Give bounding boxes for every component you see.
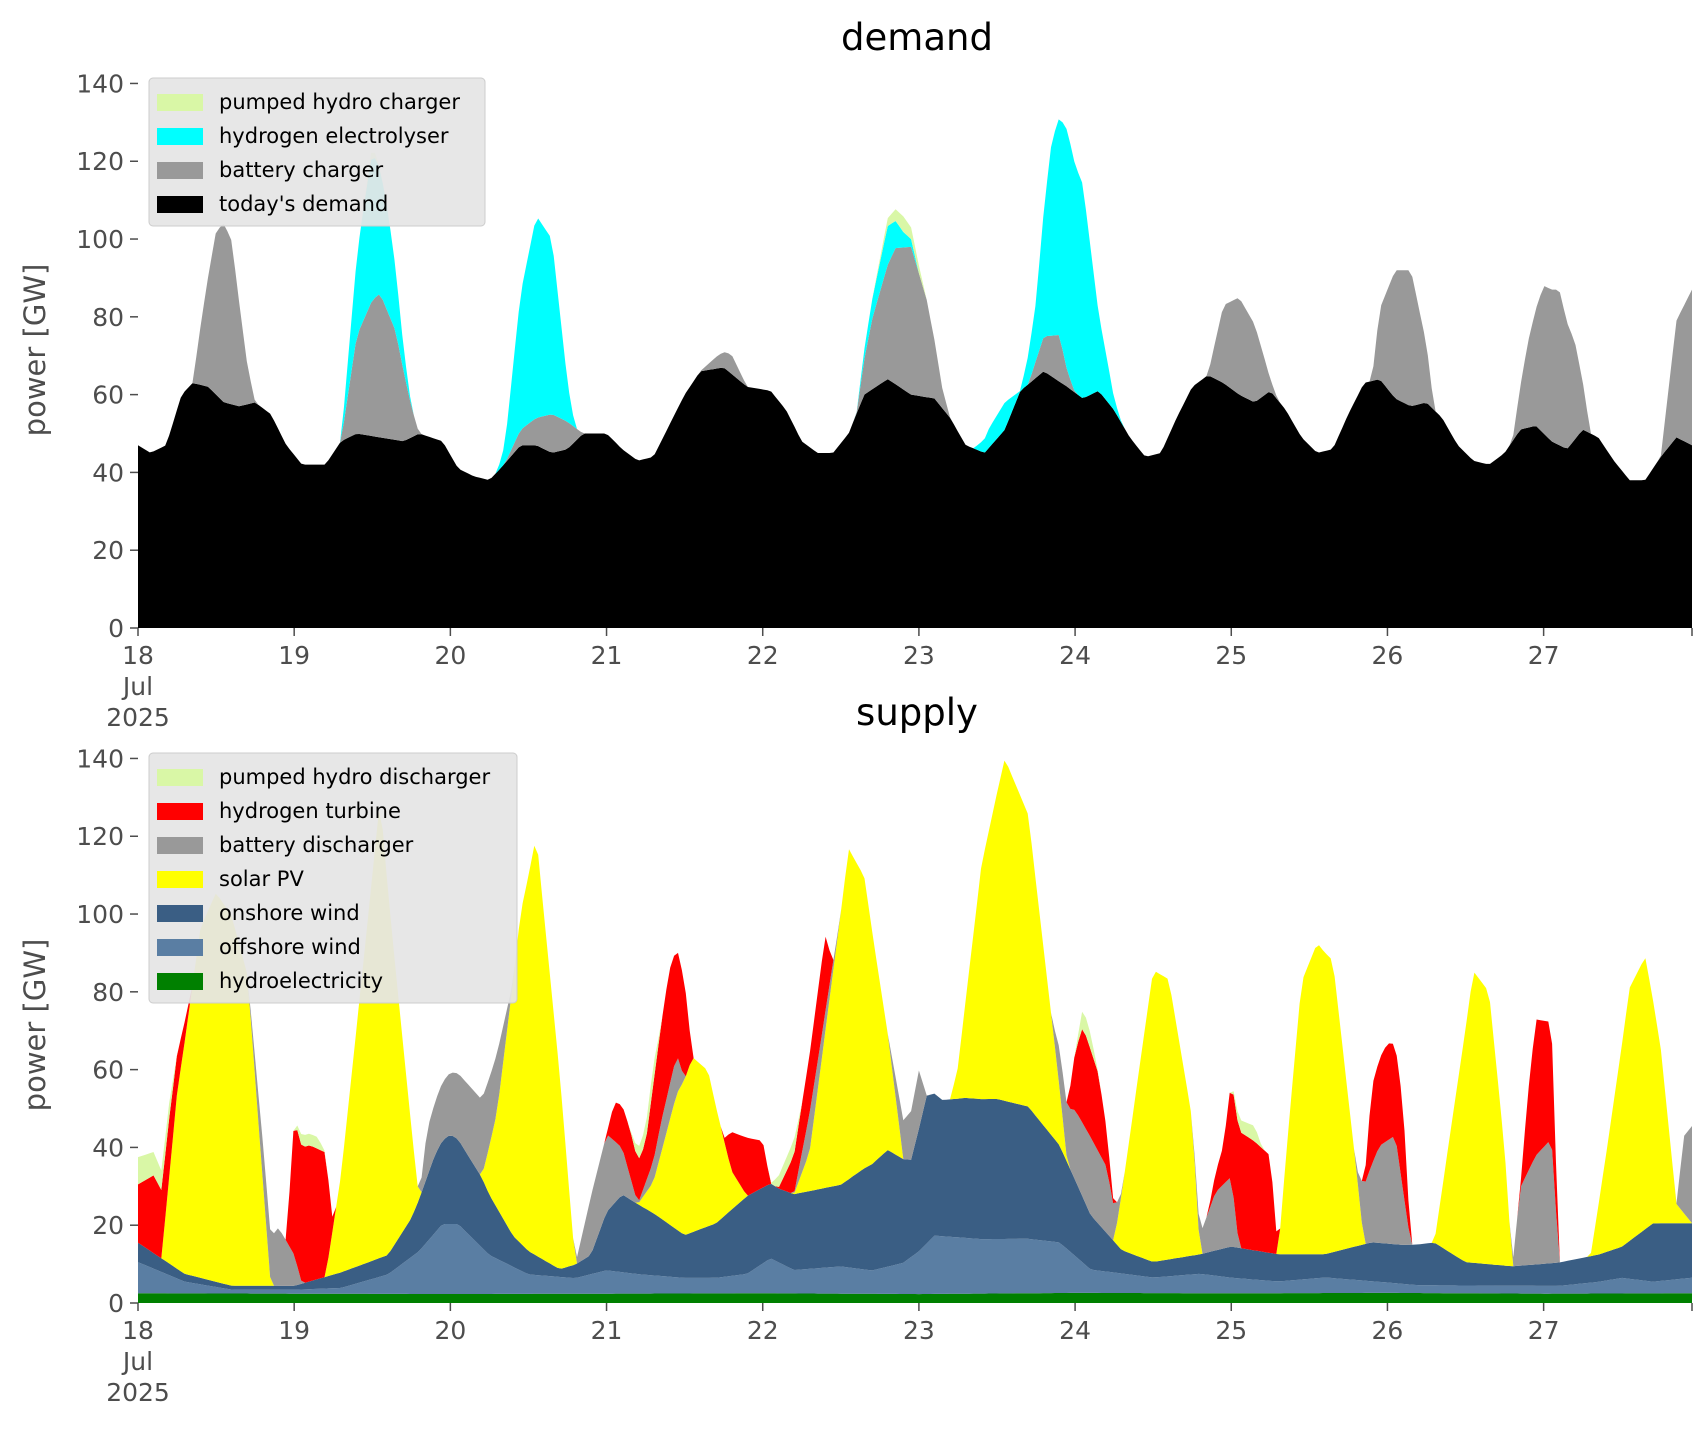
supply-y-tick-label: 20 <box>92 1211 124 1240</box>
supply-x-tick-label: 20 <box>434 1316 466 1345</box>
supply-y-axis-label: power [GW] <box>18 939 52 1112</box>
supply-areas <box>138 760 1692 1303</box>
demand-x-tick-label: 26 <box>1372 641 1404 670</box>
demand-legend-label: pumped hydro charger <box>219 90 460 114</box>
demand-x-tick-label: 25 <box>1215 641 1247 670</box>
supply-legend-label: hydrogen turbine <box>219 799 401 823</box>
supply-area-offshore-wind <box>138 1224 1692 1295</box>
supply-x-tick-label: 27 <box>1528 1316 1560 1345</box>
supply-legend-label: offshore wind <box>219 935 361 959</box>
supply-y-tick-label: 40 <box>92 1133 124 1162</box>
supply-area-onshore-wind <box>138 1093 1692 1290</box>
demand-area-hydrogen-electrolyser <box>138 119 1692 481</box>
demand-area-battery-charger <box>138 223 1692 481</box>
supply-legend-label: solar PV <box>219 867 304 891</box>
demand-legend-swatch <box>157 162 203 179</box>
demand-y-axis-label: power [GW] <box>18 264 52 437</box>
demand-legend-swatch <box>157 128 203 145</box>
supply-x-tick-label: 25 <box>1215 1316 1247 1345</box>
demand-y-tick-label: 40 <box>92 458 124 487</box>
demand-area-today-s-demand <box>138 367 1692 628</box>
demand-legend-swatch <box>157 196 203 213</box>
supply-legend-swatch <box>157 769 203 786</box>
demand-y-tick-label: 140 <box>76 69 124 98</box>
supply-x-tick-label: 26 <box>1372 1316 1404 1345</box>
demand-x-tick-label: 27 <box>1528 641 1560 670</box>
supply-y-tick-label: 60 <box>92 1056 124 1085</box>
supply-legend-swatch <box>157 973 203 990</box>
demand-y-tick-label: 80 <box>92 303 124 332</box>
demand-title: demand <box>841 16 993 59</box>
supply-legend-label: onshore wind <box>219 901 360 925</box>
supply-area-hydrogen-turbine <box>138 760 1692 1283</box>
supply-legend-swatch <box>157 837 203 854</box>
supply-y-tick-label: 100 <box>76 900 124 929</box>
supply-x-tick-label: 23 <box>903 1316 935 1345</box>
supply-x-tick-sublabel: Jul <box>121 1347 153 1376</box>
supply-x-tick-label: 18 <box>122 1316 154 1345</box>
demand-legend-label: today's demand <box>219 192 388 216</box>
supply-y-tick-label: 140 <box>76 744 124 773</box>
demand-x-tick-sublabel: Jul <box>121 672 153 701</box>
supply-area-battery-discharger <box>138 760 1692 1286</box>
demand-y-tick-label: 0 <box>108 614 124 643</box>
supply-x-tick-sublabel: 2025 <box>106 1378 170 1407</box>
demand-x-tick-label: 20 <box>434 641 466 670</box>
supply-title: supply <box>856 691 978 734</box>
supply-legend-swatch <box>157 871 203 888</box>
demand-x-tick-label: 18 <box>122 641 154 670</box>
demand-y-axis: 0 20 40 60 80 100 120 140 <box>76 69 138 643</box>
supply-y-tick-label: 120 <box>76 822 124 851</box>
supply-legend-swatch <box>157 905 203 922</box>
demand-y-tick-label: 60 <box>92 381 124 410</box>
supply-area-hydroelectricity <box>138 1292 1692 1303</box>
supply-x-tick-label: 22 <box>747 1316 779 1345</box>
supply-legend-swatch <box>157 939 203 956</box>
supply-x-tick-label: 24 <box>1059 1316 1091 1345</box>
demand-y-tick-label: 20 <box>92 536 124 565</box>
demand-x-tick-label: 22 <box>747 641 779 670</box>
supply-x-tick-label: 21 <box>591 1316 623 1345</box>
demand-legend-label: hydrogen electrolyser <box>219 124 449 148</box>
demand-x-tick-label: 19 <box>278 641 310 670</box>
demand-x-tick-label: 21 <box>591 641 623 670</box>
demand-areas <box>138 119 1692 628</box>
supply-legend-box <box>148 752 518 1004</box>
supply-legend-label: pumped hydro discharger <box>219 765 490 789</box>
supply-x-tick-label: 19 <box>278 1316 310 1345</box>
demand-legend: pumped hydro charger hydrogen electrolyse… <box>148 77 486 227</box>
demand-x-tick-label: 24 <box>1059 641 1091 670</box>
supply-y-axis: 0 20 40 60 80 100 120 140 <box>76 744 138 1318</box>
demand-x-tick-label: 23 <box>903 641 935 670</box>
demand-y-tick-label: 100 <box>76 225 124 254</box>
demand-y-tick-label: 120 <box>76 147 124 176</box>
supply-legend: pumped hydro discharger hydrogen turbine b… <box>148 752 518 1004</box>
supply-legend-swatch <box>157 803 203 820</box>
supply-area-solar-pv <box>138 760 1692 1286</box>
demand-x-tick-sublabel: 2025 <box>106 703 170 732</box>
demand-legend-box <box>148 77 486 227</box>
supply-y-tick-label: 0 <box>108 1289 124 1318</box>
demand-legend-label: battery charger <box>219 158 384 182</box>
demand-legend-swatch <box>157 94 203 111</box>
supply-legend-label: hydroelectricity <box>219 969 383 993</box>
supply-legend-label: battery discharger <box>219 833 414 857</box>
supply-y-tick-label: 80 <box>92 978 124 1007</box>
